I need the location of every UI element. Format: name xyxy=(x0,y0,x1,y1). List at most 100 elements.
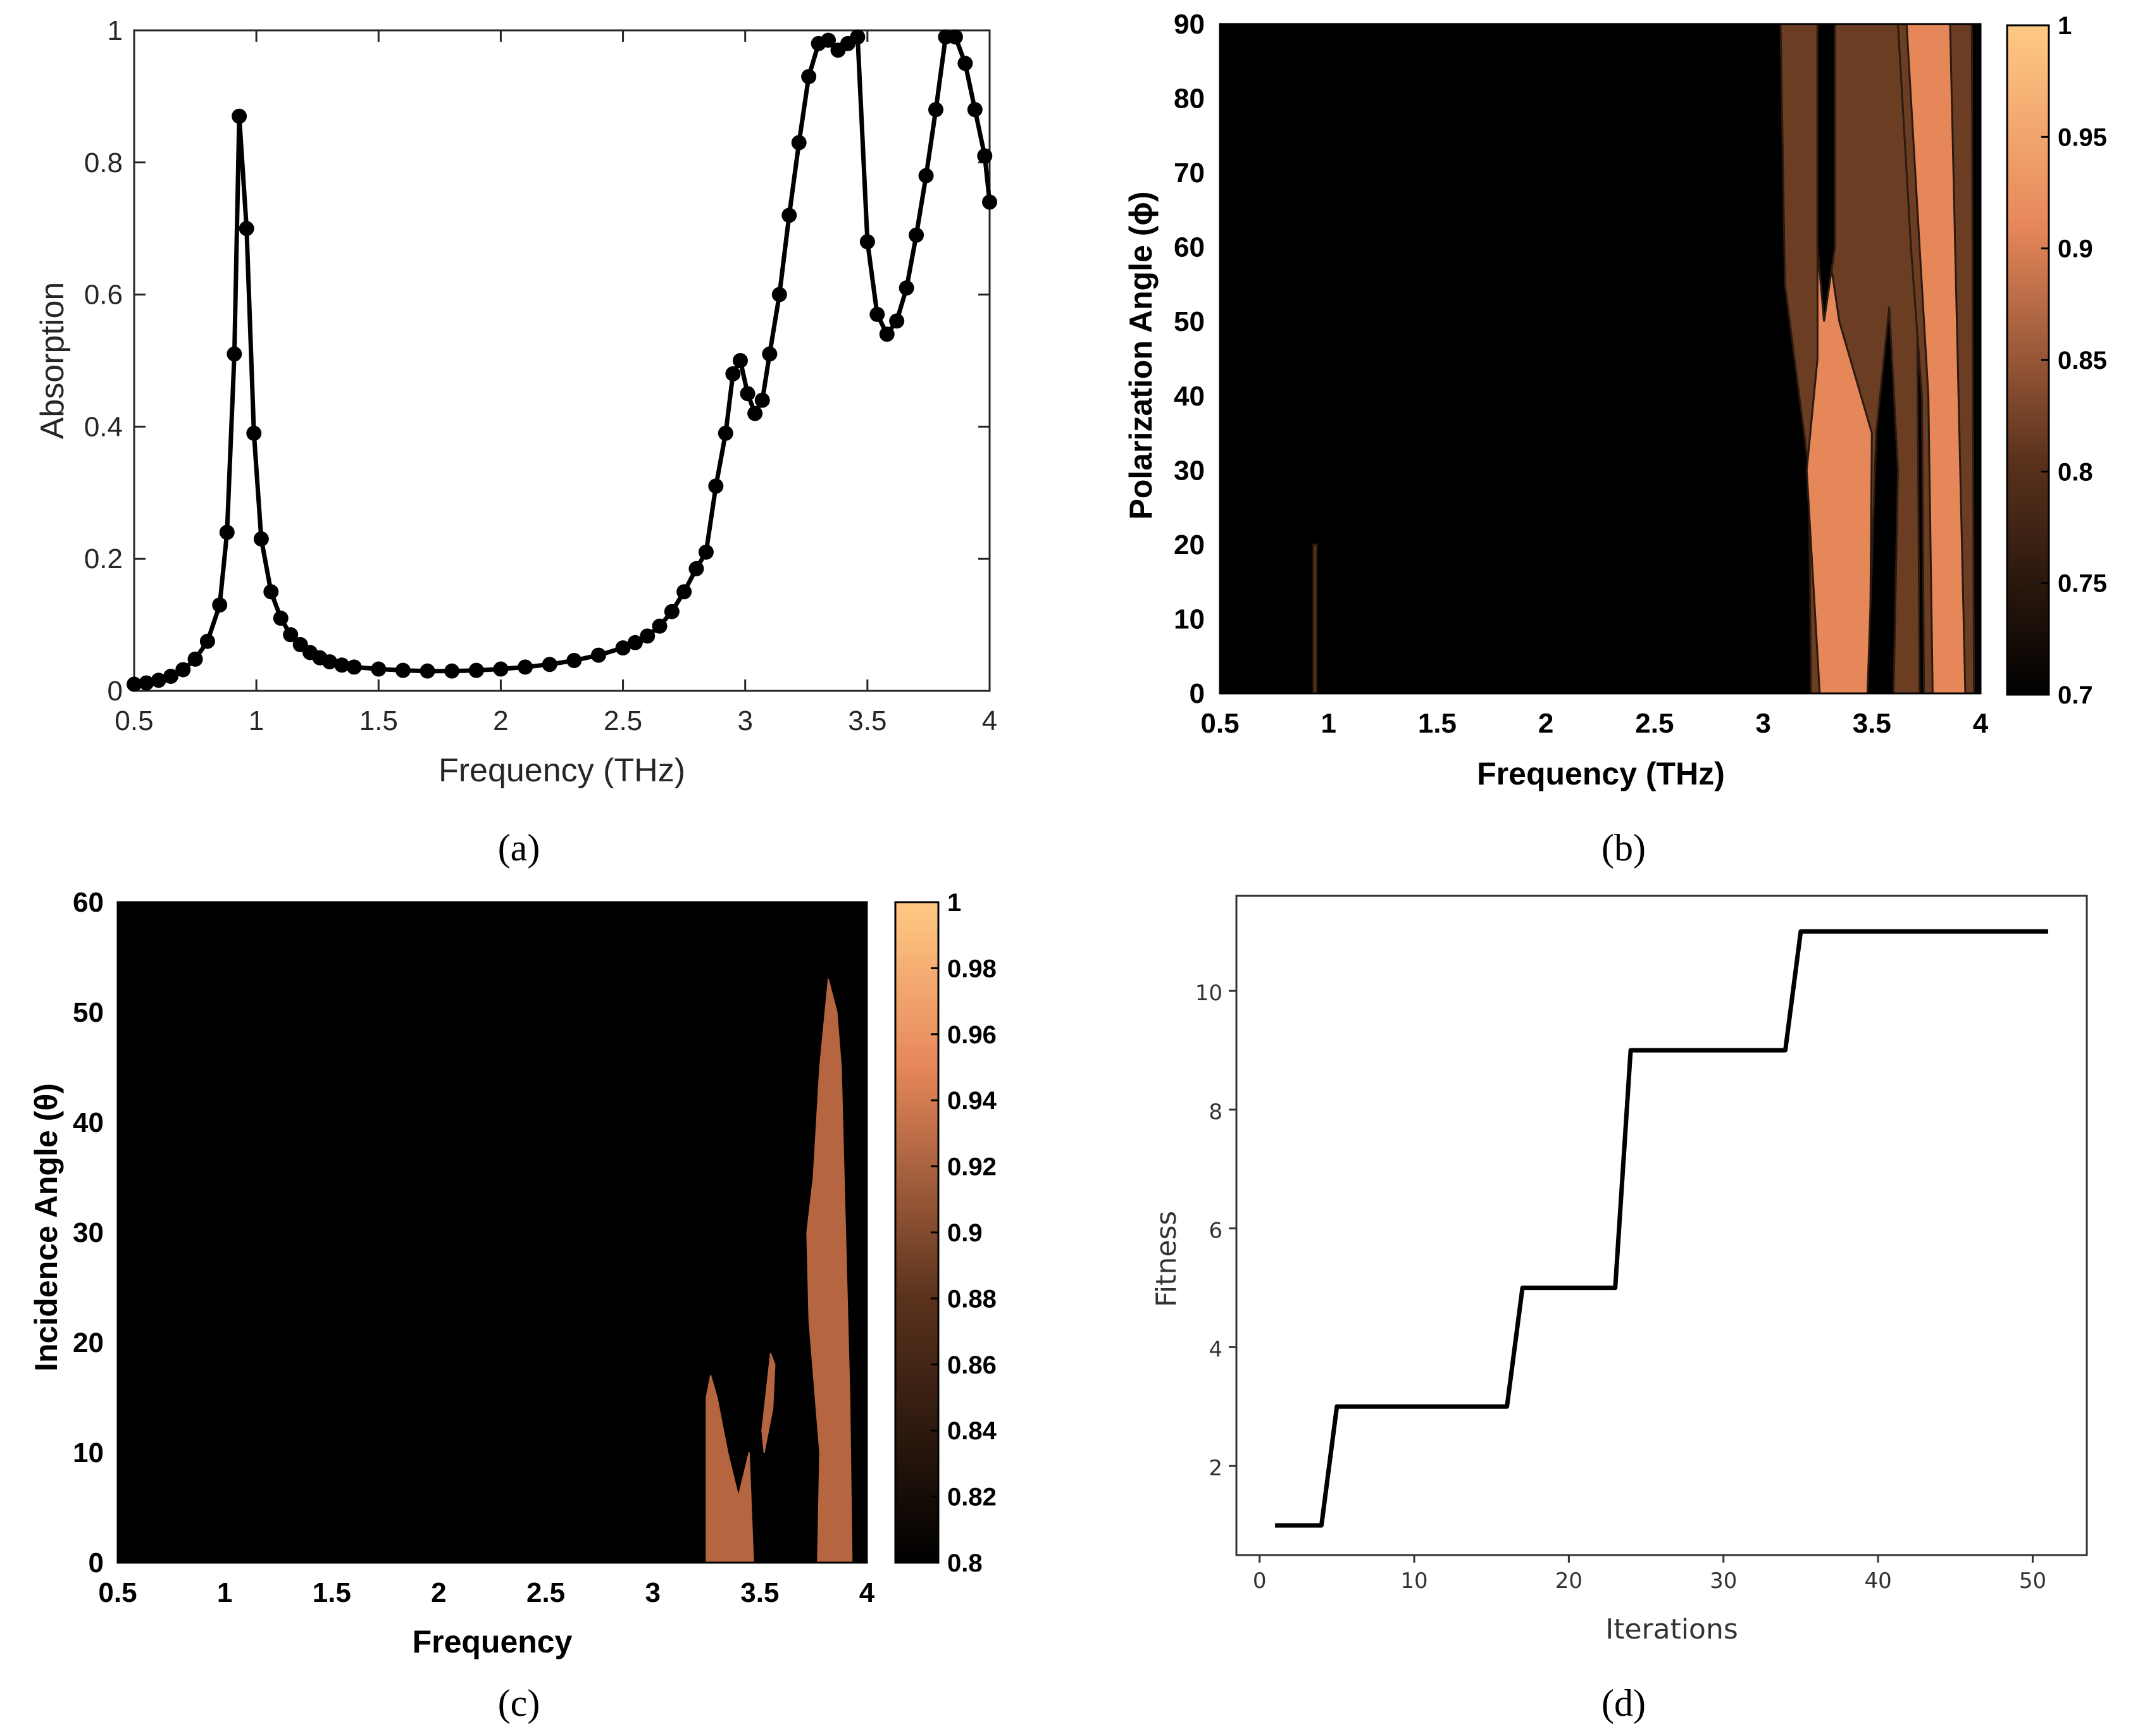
panel-b-ytick-label: 0 xyxy=(1190,678,1205,709)
absorption-data-point xyxy=(754,392,770,408)
absorption-data-point xyxy=(395,662,411,678)
absorption-data-point xyxy=(652,618,668,634)
absorption-data-point xyxy=(346,659,362,675)
panel-d-ytick-label: 2 xyxy=(1209,1456,1222,1481)
absorption-data-point xyxy=(688,561,704,576)
panel-a-ylabel: Absorption xyxy=(34,282,71,440)
panel-d-xtick-label: 10 xyxy=(1400,1568,1427,1594)
panel-a-ytick-label: 0.4 xyxy=(84,411,123,442)
panel-a-caption: (a) xyxy=(498,827,540,869)
panel-b-contour-region xyxy=(1312,543,1318,695)
absorption-data-point xyxy=(771,287,787,302)
absorption-data-point xyxy=(139,675,154,691)
absorption-data-point xyxy=(781,208,797,223)
absorption-data-point xyxy=(740,386,756,402)
panel-d-xtick-label: 0 xyxy=(1253,1568,1267,1594)
panel-b-caption: (b) xyxy=(1601,827,1646,869)
panel-b-colorbar-label: 1 xyxy=(2058,12,2072,40)
absorption-data-point xyxy=(283,627,299,643)
panel-b-ytick-label: 10 xyxy=(1174,604,1205,635)
absorption-data-point xyxy=(212,597,228,613)
absorption-data-point xyxy=(732,353,748,368)
panel-c-colorbar-label: 1 xyxy=(947,889,961,917)
absorption-data-point xyxy=(590,647,606,663)
absorption-data-point xyxy=(334,657,350,673)
panel-d-xtick-label: 40 xyxy=(1864,1568,1891,1594)
absorption-data-point xyxy=(947,29,963,45)
panel-c-xtick-label: 3.5 xyxy=(740,1577,779,1608)
panel-d-xtick-label: 50 xyxy=(2019,1568,2046,1594)
panel-a-absorption-chart: 0 0.2 0.4 0.6 0.8 1 0.5 1 1.5 2 2.5 3 3.5 4 Frequenc… xyxy=(34,15,997,869)
absorption-data-point xyxy=(928,102,944,118)
panel-a-ytick-label: 0 xyxy=(108,676,123,707)
panel-d-caption: (d) xyxy=(1601,1682,1646,1724)
panel-c-contour-region xyxy=(806,978,853,1563)
panel-b-ytick-label: 30 xyxy=(1174,455,1205,486)
panel-c-ytick-label: 30 xyxy=(73,1217,104,1248)
panel-c-frame xyxy=(116,901,868,1564)
panel-c-colorbar-label: 0.98 xyxy=(947,955,997,983)
absorption-data-point xyxy=(163,669,178,685)
panel-a-plot-area xyxy=(133,29,991,692)
absorption-data-point xyxy=(821,32,836,48)
panel-c-ytick-label: 0 xyxy=(89,1547,104,1578)
panel-b-ytick-label: 40 xyxy=(1174,381,1205,412)
panel-c-colorbar-label: 0.88 xyxy=(947,1285,997,1313)
panel-c-plot-area xyxy=(118,902,867,1563)
panel-c-xtick-label: 1 xyxy=(217,1577,232,1608)
panel-d-ytick-label: 8 xyxy=(1209,1100,1222,1125)
absorption-data-point xyxy=(199,633,215,649)
absorption-data-point xyxy=(187,651,203,667)
panel-a-xtick-label: 3.5 xyxy=(848,705,886,736)
panel-a-ytick-label: 0.2 xyxy=(84,543,123,574)
panel-b-xlabel: Frequency (THz) xyxy=(1477,756,1725,791)
panel-b-colorbar-label: 0.7 xyxy=(2058,681,2093,709)
absorption-data-point xyxy=(263,584,279,600)
panel-c-colorbar-label: 0.84 xyxy=(947,1417,997,1445)
absorption-data-point xyxy=(747,406,763,421)
absorption-data-point xyxy=(725,366,741,381)
absorption-data-point xyxy=(899,280,914,296)
absorption-data-point xyxy=(232,108,247,124)
panel-a-xtick-label: 2 xyxy=(493,705,508,736)
panel-c-xtick-label: 1.5 xyxy=(313,1577,351,1608)
panel-a-xtick-label: 1 xyxy=(249,705,264,736)
panel-b-xtick-label: 2.5 xyxy=(1635,708,1674,739)
panel-c-ytick-label: 60 xyxy=(73,887,104,918)
absorption-data-point xyxy=(850,29,866,45)
panel-d-fitness-chart: 2 4 6 8 10 0 10 20 30 40 50 Iterations Fitness (d… xyxy=(1150,895,2088,1724)
panel-d-ytick-label: 6 xyxy=(1209,1218,1222,1244)
panel-b-ytick-label: 20 xyxy=(1174,530,1205,561)
panel-c-colorbar-label: 0.96 xyxy=(947,1021,997,1049)
panel-c-xtick-label: 0.5 xyxy=(98,1577,137,1608)
panel-d-ytick-label: 10 xyxy=(1195,981,1222,1006)
panel-d-xtick-label: 30 xyxy=(1710,1568,1737,1594)
panel-b-colorbar-label: 0.75 xyxy=(2058,570,2107,598)
absorption-data-point xyxy=(219,524,235,540)
panel-a-xlabel: Frequency (THz) xyxy=(438,752,685,789)
panel-b-xtick-label: 2 xyxy=(1538,708,1553,739)
panel-a-xtick-label: 4 xyxy=(982,705,997,736)
panel-c-xlabel: Frequency xyxy=(413,1624,573,1659)
absorption-data-point xyxy=(542,657,557,673)
absorption-data-point xyxy=(273,611,289,626)
panel-a-xtick-label: 0.5 xyxy=(115,705,153,736)
panel-c-ylabel: Incidence Angle (θ) xyxy=(28,1083,64,1372)
panel-c-ytick-label: 50 xyxy=(73,997,104,1028)
panel-d-xtick-label: 20 xyxy=(1555,1568,1583,1594)
panel-b-ytick-label: 60 xyxy=(1174,232,1205,263)
absorption-data-point xyxy=(493,661,509,677)
absorption-data-point xyxy=(801,69,817,85)
panel-c-colorbar-label: 0.82 xyxy=(947,1484,997,1511)
panel-a-ytick-label: 0.8 xyxy=(84,147,123,178)
absorption-data-point xyxy=(518,659,533,675)
panel-b-ytick-label: 90 xyxy=(1174,9,1205,40)
absorption-data-point xyxy=(879,326,895,342)
panel-c-contour-region xyxy=(706,1375,754,1563)
panel-a-ytick-label: 1 xyxy=(108,15,123,46)
absorption-data-point xyxy=(977,148,993,164)
panel-b-ytick-label: 50 xyxy=(1174,306,1205,337)
panel-b-frame xyxy=(1219,23,1982,695)
absorption-data-point xyxy=(151,673,166,688)
